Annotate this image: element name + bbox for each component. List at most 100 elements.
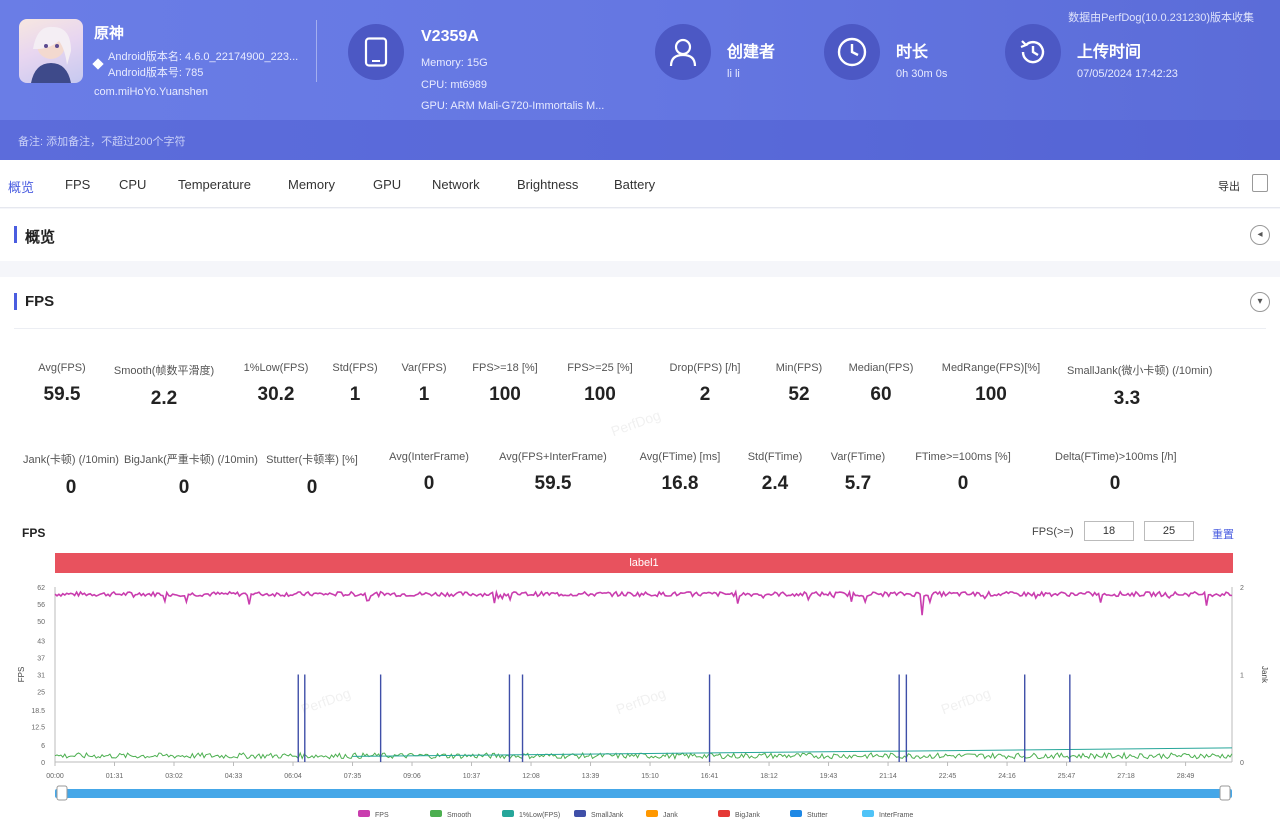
stat-label: SmallJank(微小卡顿) (/10min) bbox=[1067, 365, 1213, 377]
tab-battery[interactable]: Battery bbox=[614, 177, 656, 192]
fps-stat: FPS>=25 [%] 100 bbox=[540, 362, 660, 406]
x-tick-label: 00:00 bbox=[46, 773, 64, 780]
chart-title: FPS bbox=[22, 526, 46, 540]
y-tick-label: 25 bbox=[37, 689, 45, 696]
zoom-slider-track bbox=[55, 789, 1232, 798]
tab-network[interactable]: Network bbox=[432, 177, 480, 192]
x-tick-label: 19:43 bbox=[820, 773, 838, 780]
reset-button[interactable]: 重置 bbox=[1212, 529, 1234, 541]
header-info: 原神 Android版本名: 4.6.0_22174900_223... And… bbox=[0, 0, 1280, 120]
legend-swatch bbox=[790, 810, 802, 817]
fps-threshold-input-2[interactable]: 25 bbox=[1144, 521, 1194, 541]
y-tick-label: 56 bbox=[37, 602, 45, 609]
stat-value: 0 bbox=[957, 473, 969, 494]
legend-label: SmallJank bbox=[591, 812, 624, 819]
tab-memory[interactable]: Memory bbox=[288, 177, 335, 192]
note-input[interactable]: 备注: 添加备注，不超过200个字符 bbox=[18, 136, 186, 148]
stat-label: Avg(FPS) bbox=[38, 362, 86, 374]
stat-label: Var(FPS) bbox=[401, 362, 447, 374]
tab-overview[interactable]: 概览 bbox=[8, 180, 35, 195]
y2-axis-label: Jank bbox=[1260, 666, 1269, 684]
x-tick-label: 18:12 bbox=[760, 773, 778, 780]
y2-tick-label: 2 bbox=[1240, 585, 1244, 592]
stat-label: Delta(FTime)>100ms [/h] bbox=[1055, 451, 1177, 463]
y-tick-label: 62 bbox=[37, 585, 45, 592]
stat-value: 59.5 bbox=[43, 384, 81, 405]
duration-value: 0h 30m 0s bbox=[896, 68, 948, 80]
stat-value: 5.7 bbox=[844, 473, 872, 494]
fps-stat: Min(FPS) 52 bbox=[739, 362, 859, 406]
stat-value: 3.3 bbox=[1113, 388, 1141, 409]
y-tick-label: 37 bbox=[37, 656, 45, 663]
history-icon bbox=[1005, 24, 1061, 80]
y-tick-label: 12.5 bbox=[31, 725, 45, 732]
tab-cpu[interactable]: CPU bbox=[119, 177, 147, 192]
fps-stat: Var(FTime) 5.7 bbox=[798, 451, 918, 495]
clock-icon bbox=[824, 24, 880, 80]
legend-swatch bbox=[358, 810, 370, 817]
stat-value: 100 bbox=[584, 384, 616, 405]
legend-label: Stutter bbox=[807, 812, 828, 819]
app-icon bbox=[19, 19, 83, 83]
fps-threshold-input-1[interactable]: 18 bbox=[1084, 521, 1134, 541]
fps-threshold-label: FPS(>=) bbox=[1032, 526, 1074, 538]
android-diamond-icon bbox=[92, 58, 104, 70]
fps-stat: MedRange(FPS)[%] 100 bbox=[931, 362, 1051, 406]
legend-swatch bbox=[646, 810, 658, 817]
tab-fps[interactable]: FPS bbox=[65, 177, 91, 192]
stat-label: Std(FTime) bbox=[747, 451, 803, 463]
stat-label: BigJank(严重卡顿) (/10min) bbox=[124, 454, 258, 466]
device-cpu: CPU: mt6989 bbox=[421, 79, 488, 91]
stat-value: 100 bbox=[975, 384, 1007, 405]
fps-stat: SmallJank(微小卡顿) (/10min) 3.3 bbox=[1067, 362, 1213, 410]
tab-gpu[interactable]: GPU bbox=[373, 177, 402, 192]
tab-brightness[interactable]: Brightness bbox=[517, 177, 579, 192]
x-tick-label: 24:16 bbox=[998, 773, 1016, 780]
stat-value: 2 bbox=[699, 384, 711, 405]
stat-label: FTime>=100ms [%] bbox=[915, 451, 1011, 463]
y-tick-label: 43 bbox=[37, 639, 45, 646]
device-model: V2359A bbox=[421, 28, 479, 45]
label-band[interactable]: label1 bbox=[55, 553, 1233, 573]
stat-label: Var(FTime) bbox=[830, 451, 886, 463]
stat-value: 1 bbox=[349, 384, 361, 405]
stat-label: MedRange(FPS)[%] bbox=[941, 362, 1041, 374]
zoom-slider-handle-left bbox=[56, 785, 68, 801]
stat-value: 16.8 bbox=[661, 473, 699, 494]
y-tick-label: 18.5 bbox=[31, 708, 45, 715]
low-fps-series-line bbox=[352, 747, 1233, 757]
stat-label: 1%Low(FPS) bbox=[243, 362, 309, 374]
stat-value: 59.5 bbox=[534, 473, 572, 494]
fps-stat: Avg(FPS+InterFrame) 59.5 bbox=[493, 451, 613, 495]
y-tick-label: 50 bbox=[37, 619, 45, 626]
user-icon bbox=[655, 24, 711, 80]
overview-section: 概览 ◂ bbox=[0, 209, 1280, 261]
expand-overview-button[interactable]: ◂ bbox=[1250, 225, 1270, 245]
stat-label: Std(FPS) bbox=[332, 362, 378, 374]
y-tick-label: 31 bbox=[37, 673, 45, 680]
stat-value: 60 bbox=[870, 384, 892, 405]
legend-label: InterFrame bbox=[879, 812, 913, 819]
legend-swatch bbox=[502, 810, 514, 817]
fps-stat: FTime>=100ms [%] 0 bbox=[903, 451, 1023, 495]
legend-swatch bbox=[718, 810, 730, 817]
stat-value: 30.2 bbox=[257, 384, 295, 405]
y-tick-label: 6 bbox=[41, 743, 45, 750]
overview-title: 概览 bbox=[25, 229, 56, 246]
note-bar[interactable]: 备注: 添加备注，不超过200个字符 bbox=[0, 120, 1280, 160]
duration-title: 时长 bbox=[896, 44, 929, 61]
y2-tick-label: 0 bbox=[1240, 760, 1244, 767]
x-tick-label: 16:41 bbox=[701, 773, 719, 780]
tab-temperature[interactable]: Temperature bbox=[178, 177, 251, 192]
stat-value: 52 bbox=[788, 384, 810, 405]
export-icon[interactable] bbox=[1252, 174, 1268, 192]
fps-stat: Std(FTime) 2.4 bbox=[715, 451, 835, 495]
stat-label: Stutter(卡顿率) [%] bbox=[266, 454, 358, 466]
legend-swatch bbox=[574, 810, 586, 817]
legend-swatch bbox=[862, 810, 874, 817]
x-tick-label: 12:08 bbox=[522, 773, 540, 780]
fps-stat: Avg(FTime) [ms] 16.8 bbox=[620, 451, 740, 495]
stat-value: 100 bbox=[489, 384, 521, 405]
collapse-fps-button[interactable]: ▾ bbox=[1250, 292, 1270, 312]
export-button[interactable]: 导出 bbox=[1218, 181, 1240, 193]
